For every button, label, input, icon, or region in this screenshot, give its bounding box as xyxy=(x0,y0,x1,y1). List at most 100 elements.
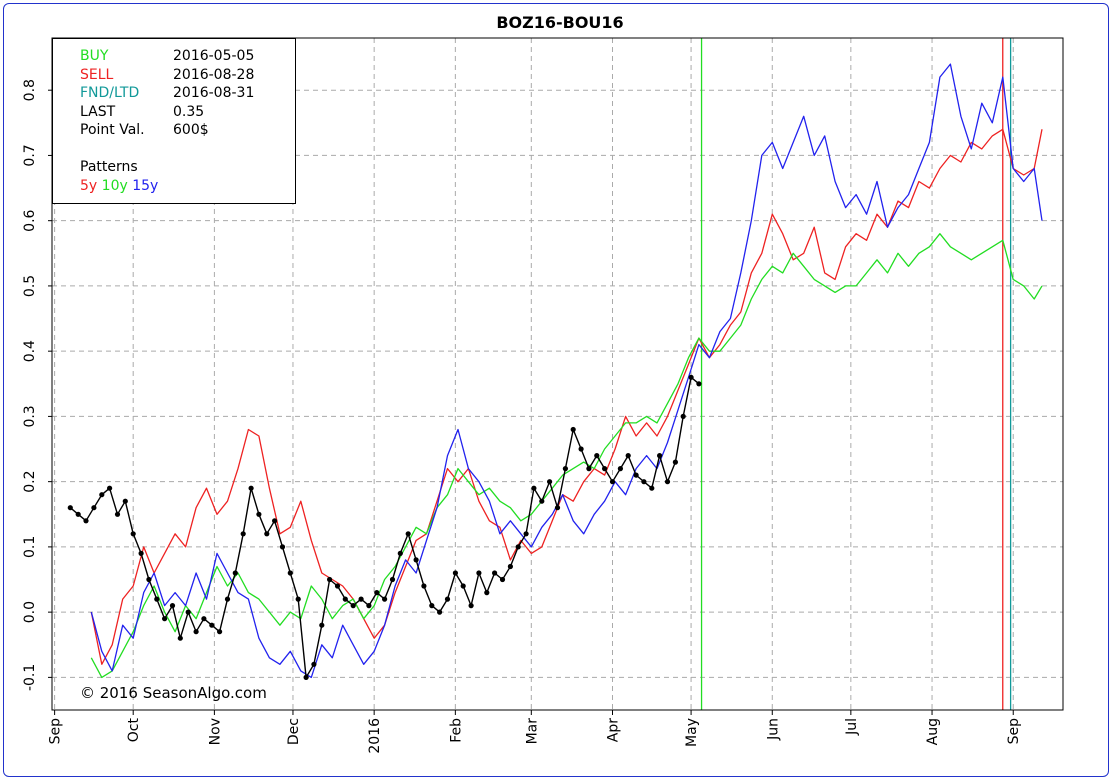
patterns-heading: Patterns xyxy=(80,159,138,175)
y-tick-label: 0.4 xyxy=(22,340,38,362)
series-actual-line xyxy=(69,376,700,679)
data-point xyxy=(193,629,199,635)
data-point xyxy=(99,492,105,498)
data-point xyxy=(586,466,592,472)
y-tick-label: 0.2 xyxy=(22,471,38,493)
data-point xyxy=(460,583,466,589)
data-point xyxy=(680,413,686,419)
data-point xyxy=(476,570,482,576)
data-point xyxy=(224,596,231,602)
x-tick-label: Oct xyxy=(126,718,142,743)
copyright-text: © 2016 SeasonAlgo.com xyxy=(80,684,267,702)
x-tick-label: Nov xyxy=(207,718,223,745)
data-point xyxy=(366,603,372,609)
info-key: BUY xyxy=(80,48,109,64)
data-point xyxy=(539,498,545,504)
data-point xyxy=(162,616,168,622)
y-tick-label: 0.5 xyxy=(22,275,38,297)
data-point xyxy=(617,466,624,472)
data-point xyxy=(554,505,561,511)
data-point xyxy=(484,590,490,596)
data-point xyxy=(382,596,388,602)
data-point xyxy=(311,661,317,667)
data-point xyxy=(389,576,396,583)
y-tick-label: -0.1 xyxy=(22,664,38,691)
data-point xyxy=(67,505,73,511)
data-point xyxy=(130,531,136,537)
plot-area xyxy=(51,37,1064,711)
y-tick-label: 0.8 xyxy=(22,79,38,101)
data-point xyxy=(232,570,238,576)
y-tick-label: 0.6 xyxy=(22,209,38,231)
x-tick-label: Sep xyxy=(48,718,64,745)
data-point xyxy=(327,576,333,583)
data-point xyxy=(594,453,600,459)
x-tick-label: Aug xyxy=(925,718,941,745)
x-tick-label: Dec xyxy=(286,718,302,745)
data-point xyxy=(279,544,286,550)
chart-title: BOZ16-BOU16 xyxy=(496,13,623,32)
series-10y-line xyxy=(90,233,1043,679)
data-point xyxy=(547,479,553,485)
data-point xyxy=(185,609,191,615)
data-point xyxy=(350,603,356,609)
data-point xyxy=(303,674,309,681)
data-point xyxy=(578,446,584,452)
data-point xyxy=(625,453,631,459)
x-axis: Sep Oct Nov Dec 2016 Feb Mar Apr May Jun Jul Aug Sep xyxy=(48,710,1022,754)
info-row-buy: BUY 2016-05-05 xyxy=(80,47,254,66)
data-point xyxy=(437,609,443,615)
x-tick-label: Feb xyxy=(448,718,464,743)
data-point xyxy=(169,603,176,609)
legend-5y: 5y xyxy=(80,177,98,194)
data-point xyxy=(272,518,278,524)
info-value: 600$ xyxy=(173,122,209,138)
data-point xyxy=(429,603,435,609)
data-point xyxy=(374,590,380,596)
info-legend: BUY 2016-05-05 SELL 2016-08-28 FND/LTD 2016… xyxy=(52,38,296,204)
data-point xyxy=(531,485,537,491)
y-tick-label: 0.0 xyxy=(22,601,38,623)
info-row-last: LAST 0.35 xyxy=(80,103,204,122)
data-point xyxy=(609,479,616,485)
data-point xyxy=(523,531,529,537)
data-point xyxy=(468,603,474,609)
x-tick-label: Sep xyxy=(1006,718,1022,745)
data-point xyxy=(633,472,639,478)
data-point xyxy=(295,596,301,602)
data-point xyxy=(602,466,608,472)
data-point xyxy=(562,466,569,472)
data-point xyxy=(499,576,506,583)
data-point xyxy=(492,570,498,576)
data-point xyxy=(649,485,655,491)
info-row-sell: SELL 2016-08-28 xyxy=(80,66,254,85)
data-point xyxy=(177,635,183,641)
data-point xyxy=(201,616,207,622)
data-point xyxy=(515,544,521,550)
data-point xyxy=(413,557,419,563)
x-tick-label: 2016 xyxy=(367,718,383,754)
data-point xyxy=(657,453,663,459)
x-tick-label: May xyxy=(684,718,700,747)
info-value: 2016-08-31 xyxy=(173,85,255,101)
data-point xyxy=(397,550,403,557)
data-point xyxy=(444,596,451,602)
data-point xyxy=(217,629,223,635)
data-point xyxy=(672,459,679,465)
data-point xyxy=(146,576,152,583)
data-point xyxy=(256,511,262,517)
y-axis: -0.1 0.0 0.1 0.2 0.3 0.4 0.5 0.6 0.7 0.8 xyxy=(22,79,52,691)
data-point xyxy=(507,563,513,570)
data-point xyxy=(641,479,647,485)
x-tick-label: Jun xyxy=(765,718,781,741)
data-point xyxy=(287,570,293,576)
x-tick-label: Apr xyxy=(606,718,622,742)
data-point xyxy=(91,505,97,511)
info-key: Point Val. xyxy=(80,122,145,138)
y-tick-label: 0.7 xyxy=(22,144,38,166)
info-value: 0.35 xyxy=(173,103,205,120)
data-point xyxy=(405,531,411,537)
data-point xyxy=(452,570,458,576)
data-point xyxy=(688,374,694,380)
